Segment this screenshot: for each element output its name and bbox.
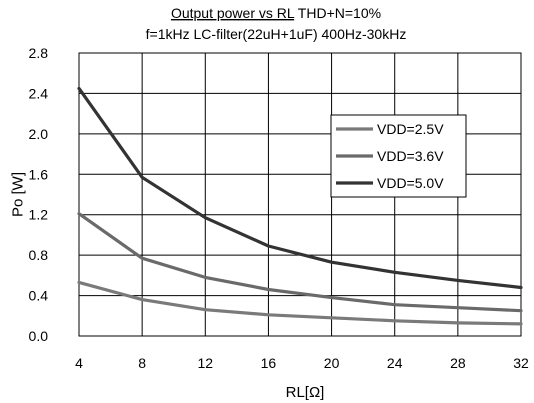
x-tick-label: 32 (513, 355, 529, 371)
chart-subtitle: f=1kHz LC-filter(22uH+1uF) 400Hz-30kHz (146, 26, 407, 42)
y-tick-label: 2.0 (29, 126, 49, 142)
chart-title-line: Output power vs RL THD+N=10% (171, 5, 381, 21)
x-tick-label: 8 (138, 355, 146, 371)
y-tick-label: 1.6 (29, 166, 49, 182)
y-tick-label: 0.0 (29, 328, 49, 344)
x-tick-label: 12 (197, 355, 213, 371)
y-tick-label: 0.4 (29, 288, 49, 304)
chart-title-underlined: Output power vs RL (171, 5, 295, 21)
y-axis-label: Po [W] (10, 172, 27, 217)
x-axis-label: RL[Ω] (286, 384, 325, 401)
x-tick-label: 20 (324, 355, 340, 371)
x-tick-label: 28 (450, 355, 466, 371)
x-tick-labels: 4 8 12 16 20 24 28 32 (75, 355, 529, 371)
legend: VDD=2.5V VDD=3.6V VDD=5.0V (330, 114, 467, 198)
series-line-2 (77, 212, 523, 313)
plot-frame (78, 52, 522, 337)
y-tick-label: 0.8 (29, 247, 49, 263)
legend-label: VDD=2.5V (377, 121, 444, 137)
y-tick-label: 1.2 (29, 207, 49, 223)
series-line-3 (77, 86, 523, 290)
x-tick-label: 16 (261, 355, 277, 371)
y-tick-label: 2.8 (29, 45, 49, 61)
x-tick-label: 24 (387, 355, 403, 371)
series-layer (77, 86, 523, 326)
chart-title: Output power vs RL THD+N=10% f=1kHz LC-f… (146, 5, 407, 42)
legend-label: VDD=3.6V (377, 148, 444, 164)
legend-label: VDD=5.0V (377, 175, 444, 191)
chart-title-rest: THD+N=10% (294, 5, 381, 21)
y-tick-label: 2.4 (29, 85, 49, 101)
series-line-1 (77, 280, 523, 326)
x-tick-label: 4 (75, 355, 83, 371)
y-tick-labels: 0.0 0.4 0.8 1.2 1.6 2.0 2.4 2.8 (29, 45, 49, 344)
